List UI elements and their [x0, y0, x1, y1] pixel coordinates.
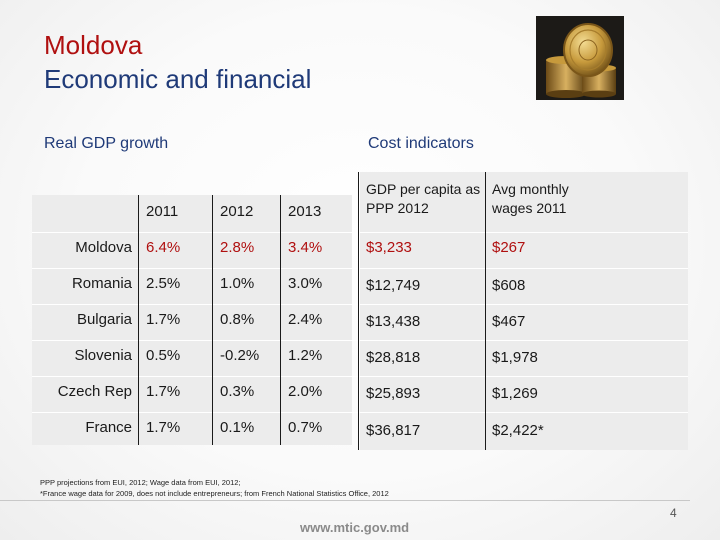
gdp-table-background — [32, 195, 352, 445]
country-name: Czech Rep — [57, 383, 132, 400]
row-divider — [32, 232, 688, 233]
country-name: Slovenia — [74, 347, 132, 364]
column-divider — [138, 195, 139, 445]
coins-image — [536, 16, 624, 100]
growth-2011: 2.5% — [146, 275, 181, 292]
coins-stack-icon — [536, 16, 624, 100]
cost-indicators-heading: Cost indicators — [368, 135, 474, 152]
slide-title: Moldova Economic and financial — [44, 28, 311, 96]
year-header: 2013 — [288, 203, 322, 220]
row-divider — [32, 340, 688, 341]
growth-2011: 1.7% — [146, 383, 181, 400]
growth-2011: 1.7% — [146, 419, 181, 436]
wages-value: $1,978 — [492, 349, 538, 366]
wages-value: $267 — [492, 239, 526, 256]
growth-2011: 6.4% — [146, 239, 181, 256]
title-line-2: Economic and financial — [44, 64, 312, 94]
growth-2013: 1.2% — [288, 347, 323, 364]
wages-header: Avg monthly wages 2011 — [492, 181, 569, 216]
cost-table-background — [360, 172, 688, 450]
country-name: Moldova — [75, 239, 132, 256]
wages-value: $467 — [492, 313, 526, 330]
column-divider — [358, 172, 359, 450]
country-name: France — [85, 419, 132, 436]
growth-2012: 2.8% — [220, 239, 255, 256]
page-number: 4 — [670, 506, 677, 520]
row-divider — [32, 376, 688, 377]
country-name: Bulgaria — [76, 311, 132, 328]
column-divider — [485, 172, 486, 450]
growth-2013: 3.0% — [288, 275, 323, 292]
growth-2011: 0.5% — [146, 347, 181, 364]
year-header: 2012 — [220, 203, 254, 220]
footnote-sources: PPP projections from EUI, 2012; Wage dat… — [40, 478, 241, 487]
row-divider — [32, 304, 688, 305]
footer-divider — [0, 500, 690, 501]
row-divider — [32, 412, 688, 413]
gdp-ppp-value: $28,818 — [366, 349, 421, 366]
growth-2013: 2.0% — [288, 383, 323, 400]
wages-value: $1,269 — [492, 385, 538, 402]
column-divider — [280, 195, 281, 445]
growth-2012: -0.2% — [220, 347, 260, 364]
row-divider — [32, 268, 688, 269]
footnote-france: *France wage data for 2009, does not inc… — [40, 489, 389, 498]
column-divider — [212, 195, 213, 445]
growth-2013: 3.4% — [288, 239, 323, 256]
gdp-growth-heading: Real GDP growth — [44, 135, 169, 152]
footer-url[interactable]: www.mtic.gov.md — [300, 520, 410, 535]
gdp-ppp-header: GDP per capita as PPP 2012 — [366, 181, 481, 216]
growth-2012: 0.8% — [220, 311, 255, 328]
growth-2012: 1.0% — [220, 275, 255, 292]
country-name: Romania — [71, 275, 132, 292]
gdp-ppp-value: $13,438 — [366, 313, 421, 330]
gdp-ppp-value: $25,893 — [366, 385, 421, 402]
growth-2012: 0.1% — [220, 419, 255, 436]
gdp-ppp-value: $36,817 — [366, 422, 421, 439]
wages-value: $608 — [492, 277, 526, 294]
title-line-1: Moldova — [44, 30, 143, 60]
gdp-ppp-value: $12,749 — [366, 277, 421, 294]
growth-2013: 0.7% — [288, 419, 323, 436]
gdp-ppp-value: $3,233 — [366, 239, 412, 256]
growth-2011: 1.7% — [146, 311, 181, 328]
growth-2012: 0.3% — [220, 383, 255, 400]
growth-2013: 2.4% — [288, 311, 323, 328]
year-header: 2011 — [146, 203, 179, 220]
wages-value: $2,422* — [492, 422, 544, 439]
